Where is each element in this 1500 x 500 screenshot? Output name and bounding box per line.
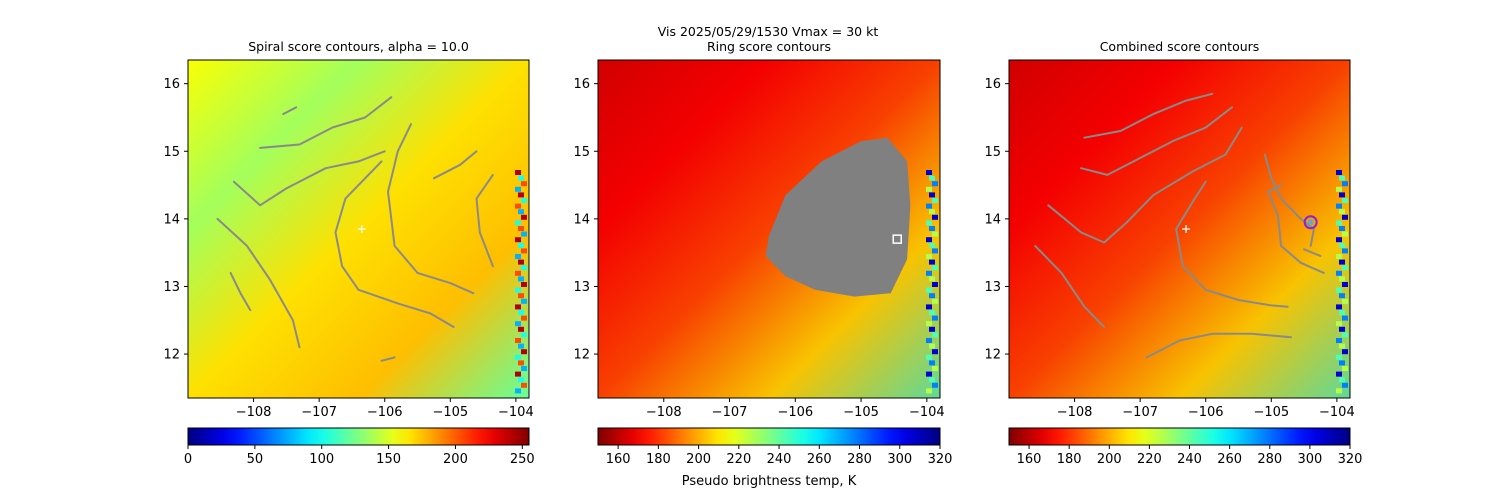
y-tick-label: 12 <box>163 348 180 363</box>
x-tick-label: −108 <box>646 405 682 420</box>
y-tick-label: 15 <box>573 145 590 160</box>
y-tick-label: 15 <box>984 145 1001 160</box>
contour-line <box>432 150 478 180</box>
y-tick-label: 14 <box>163 212 180 227</box>
y-tick-label: 16 <box>163 77 180 92</box>
contour-line <box>1145 332 1292 359</box>
x-tick-label: −106 <box>367 405 403 420</box>
contour-line <box>229 271 252 312</box>
x-tick-label: −104 <box>909 405 945 420</box>
y-tick-label: 16 <box>984 77 1001 92</box>
colorbar-tick-label: 160 <box>1017 452 1042 467</box>
colorbar <box>187 427 530 446</box>
y-tick-label: 14 <box>984 212 1001 227</box>
contour-line <box>475 173 494 268</box>
axes-frame <box>1008 59 1351 399</box>
colorbar-tick-label: 150 <box>376 452 401 467</box>
center-marker <box>1182 225 1191 233</box>
colorbar-tick-label: 300 <box>887 452 912 467</box>
heatmap-image <box>598 60 940 398</box>
panel-2: Ring score contours −108 −107 −106 −105 −104 1… <box>573 39 952 489</box>
contour-line <box>1263 153 1315 247</box>
heatmap-image <box>1009 60 1350 398</box>
colorbar-tick-label: 250 <box>510 452 535 467</box>
x-tick-label: −107 <box>1122 405 1158 420</box>
contour-line <box>1034 244 1106 328</box>
contour-line <box>380 356 396 362</box>
contour-line <box>216 217 301 349</box>
colorbar-tick-label: 260 <box>807 452 832 467</box>
colorbar-tick-label: 220 <box>726 452 751 467</box>
colorbar-tick-label: 200 <box>686 452 711 467</box>
colorbar-tick-label: 180 <box>1057 452 1082 467</box>
y-tick-label: 12 <box>573 348 590 363</box>
panel-title: Spiral score contours, alpha = 10.0 <box>248 39 469 54</box>
colorbar-tick-label: 50 <box>247 452 264 467</box>
colorbar-tick-label: 320 <box>1338 452 1363 467</box>
colorbar-tick-label: 260 <box>1217 452 1242 467</box>
y-tick-label: 16 <box>573 77 590 92</box>
colorbar-tick-label: 240 <box>1177 452 1202 467</box>
contour-line <box>334 160 455 328</box>
colorbar-tick-label: 160 <box>606 452 631 467</box>
colorbar-tick-label: 200 <box>1097 452 1122 467</box>
axes-frame <box>597 59 941 399</box>
panel-3: Combined score contours −108 −107 −106 −105 −… <box>984 39 1362 467</box>
contour-line <box>1080 106 1233 176</box>
y-tick-label: 14 <box>573 212 590 227</box>
panel-title: Combined score contours <box>1100 39 1260 54</box>
colorbar-tick-label: 280 <box>847 452 872 467</box>
colorbar-tick-label: 220 <box>1137 452 1162 467</box>
x-tick-label: −105 <box>432 405 468 420</box>
colorbar-tick-label: 180 <box>646 452 671 467</box>
ring-score-region <box>765 137 911 297</box>
x-tick-label: −108 <box>236 405 272 420</box>
x-tick-label: −106 <box>777 405 813 420</box>
panel-1: Spiral score contours, alpha = 10.0 −108 −… <box>163 39 534 467</box>
x-tick-label: −108 <box>1057 405 1093 420</box>
x-tick-label: −107 <box>301 405 337 420</box>
contour-line <box>232 150 386 207</box>
colorbar-tick-label: 300 <box>1297 452 1322 467</box>
colorbar-tick-label: 200 <box>443 452 468 467</box>
y-tick-label: 13 <box>984 280 1001 295</box>
y-tick-label: 13 <box>573 280 590 295</box>
colorbar-label: Pseudo brightness temp, K <box>682 474 857 489</box>
x-tick-label: −105 <box>843 405 879 420</box>
colorbar <box>597 427 941 446</box>
contour-line <box>1267 184 1325 274</box>
y-tick-label: 15 <box>163 145 180 160</box>
contour-line <box>282 106 298 116</box>
colorbar <box>1008 427 1351 446</box>
y-tick-label: 12 <box>984 348 1001 363</box>
figure-suptitle-line1: Vis 2025/05/29/1530 Vmax = 30 kt <box>658 24 879 39</box>
panel-title: Ring score contours <box>707 39 831 54</box>
colorbar-tick-label: 280 <box>1257 452 1282 467</box>
colorbar-tick-label: 240 <box>767 452 792 467</box>
best-point-marker <box>892 234 902 244</box>
contour-line <box>259 96 393 149</box>
best-point-marker <box>1303 215 1318 230</box>
best-point-center <box>1308 219 1314 225</box>
colorbar-tick-label: 320 <box>928 452 953 467</box>
x-tick-label: −104 <box>1319 405 1355 420</box>
center-marker <box>357 225 366 233</box>
x-tick-label: −107 <box>712 405 748 420</box>
contour-line <box>387 123 475 295</box>
contour-line <box>1083 92 1214 139</box>
contour-line <box>1047 126 1243 244</box>
x-tick-label: −106 <box>1188 405 1224 420</box>
y-tick-label: 13 <box>163 280 180 295</box>
contour-line <box>1303 248 1322 257</box>
axes-frame <box>187 59 530 399</box>
contour-line <box>1175 180 1289 308</box>
colorbar-tick-label: 100 <box>309 452 334 467</box>
x-tick-label: −105 <box>1253 405 1289 420</box>
x-tick-label: −104 <box>498 405 534 420</box>
colorbar-tick-label: 0 <box>184 452 192 467</box>
